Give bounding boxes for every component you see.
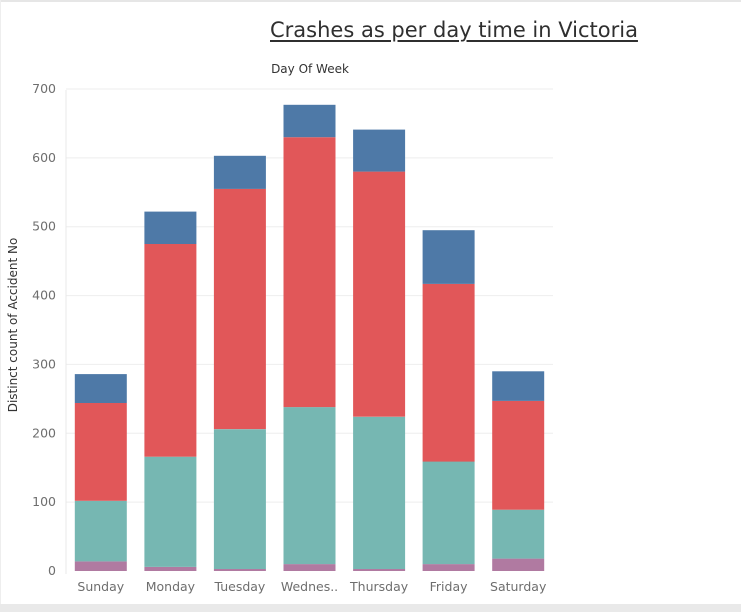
- bar-segment[interactable]: [283, 564, 336, 571]
- bar-segment[interactable]: [283, 104, 336, 138]
- y-axis-label: Distinct count of Accident No: [6, 238, 20, 413]
- bar-segment[interactable]: [74, 403, 127, 501]
- bar-segment[interactable]: [353, 171, 406, 417]
- x-tick-label: Friday: [430, 579, 468, 594]
- y-tick-label: 500: [32, 219, 56, 234]
- bar-segment[interactable]: [492, 558, 545, 571]
- x-tick-label: Sunday: [77, 579, 124, 594]
- y-tick-labels: 0 100 200 300 400 500 600 700: [32, 81, 56, 578]
- x-tick-label: Saturday: [490, 579, 547, 594]
- x-tick-label: Thursday: [349, 579, 409, 594]
- bar-segment[interactable]: [283, 407, 336, 565]
- bar-segment[interactable]: [144, 566, 197, 571]
- bar-segment[interactable]: [353, 568, 406, 571]
- bars: [74, 104, 545, 571]
- chart-title: Crashes as per day time in Victoria: [270, 18, 638, 42]
- y-tick-label: 600: [32, 150, 56, 165]
- bar-segment[interactable]: [492, 509, 545, 559]
- y-tick-label: 400: [32, 288, 56, 303]
- bar-segment[interactable]: [492, 371, 545, 401]
- bar-segment[interactable]: [144, 211, 197, 244]
- bar-segment[interactable]: [422, 283, 475, 462]
- bar-segment[interactable]: [492, 400, 545, 510]
- bar-segment[interactable]: [353, 129, 406, 172]
- bar-segment[interactable]: [283, 137, 336, 408]
- bar-segment[interactable]: [74, 561, 127, 571]
- y-tick-label: 300: [32, 356, 56, 371]
- x-tick-label: Monday: [146, 579, 196, 594]
- y-tick-label: 700: [32, 81, 56, 96]
- x-tick-label: Wednes..: [281, 579, 338, 594]
- y-tick-label: 200: [32, 425, 56, 440]
- bar-segment[interactable]: [144, 456, 197, 567]
- y-tick-label: 100: [32, 494, 56, 509]
- x-tick-label: Tuesday: [213, 579, 265, 594]
- bar-segment[interactable]: [213, 155, 266, 189]
- bar-segment[interactable]: [74, 374, 127, 403]
- top-border: [0, 0, 741, 2]
- bar-segment[interactable]: [422, 461, 475, 565]
- bar-segment[interactable]: [353, 416, 406, 569]
- bar-segment[interactable]: [213, 429, 266, 569]
- bar-segment[interactable]: [144, 243, 197, 457]
- column-header: Day Of Week: [271, 62, 349, 76]
- bar-segment[interactable]: [213, 568, 266, 571]
- bar-segment[interactable]: [422, 564, 475, 571]
- bar-segment[interactable]: [422, 230, 475, 284]
- y-tick-label: 0: [48, 563, 56, 578]
- left-border: [0, 0, 1, 604]
- bottom-border: [0, 604, 741, 612]
- bar-segment[interactable]: [74, 500, 127, 562]
- bar-segment[interactable]: [213, 188, 266, 430]
- x-tick-labels: Sunday Monday Tuesday Wednes.. Thursday Frida…: [77, 579, 547, 594]
